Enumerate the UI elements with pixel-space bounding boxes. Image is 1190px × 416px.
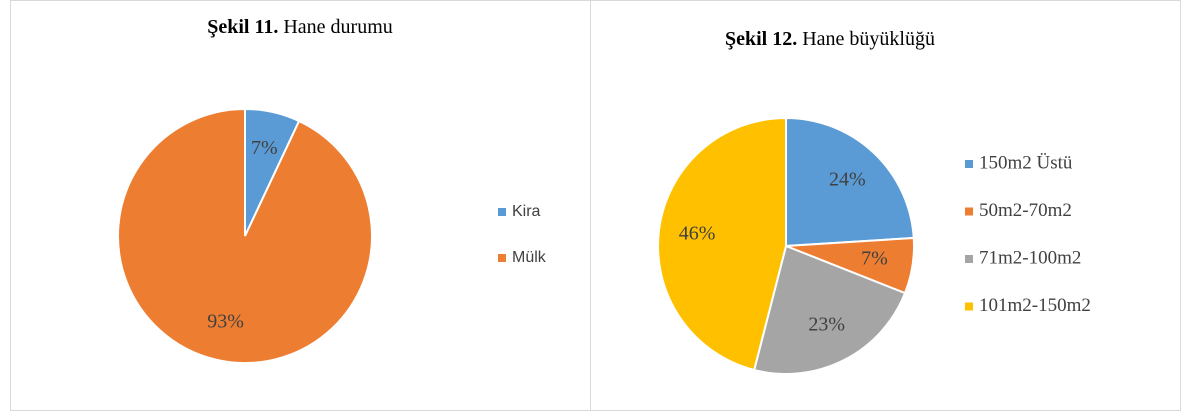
legend-swatch (965, 255, 973, 263)
legend-swatch (965, 160, 973, 168)
legend-label: Kira (512, 203, 541, 220)
data-label: 24% (829, 168, 866, 190)
legend-label: 50m2-70m2 (979, 200, 1072, 221)
figure-label: Şekil 12. (725, 28, 797, 50)
legend-label: 150m2 Üstü (979, 152, 1073, 173)
legend-label: Mülk (512, 249, 547, 266)
legend-label: 101m2-150m2 (979, 295, 1091, 316)
pie-slice (117, 107, 373, 364)
legend-label: 71m2-100m2 (979, 247, 1081, 268)
figure-label: Şekil 11. (207, 16, 278, 38)
legend-swatch (965, 302, 973, 311)
title-text: Hane durumu (283, 16, 392, 38)
data-label: 7% (861, 248, 888, 270)
pie-slice (657, 116, 787, 372)
legend-swatch (965, 207, 973, 216)
chart-title: Şekil 11. Hane durumu (207, 16, 393, 38)
legend-swatch (498, 254, 506, 262)
pie-slice (785, 116, 915, 248)
title-text: Hane büyüklüğü (802, 28, 935, 50)
data-label: 7% (251, 137, 278, 159)
pie-slice (752, 244, 907, 375)
panel-border (590, 0, 1181, 411)
data-label: 93% (207, 310, 244, 332)
chart-title: Şekil 12. Hane büyüklüğü (725, 28, 935, 50)
legend-swatch (498, 208, 506, 216)
data-label: 23% (808, 313, 845, 335)
data-label: 46% (679, 222, 716, 244)
